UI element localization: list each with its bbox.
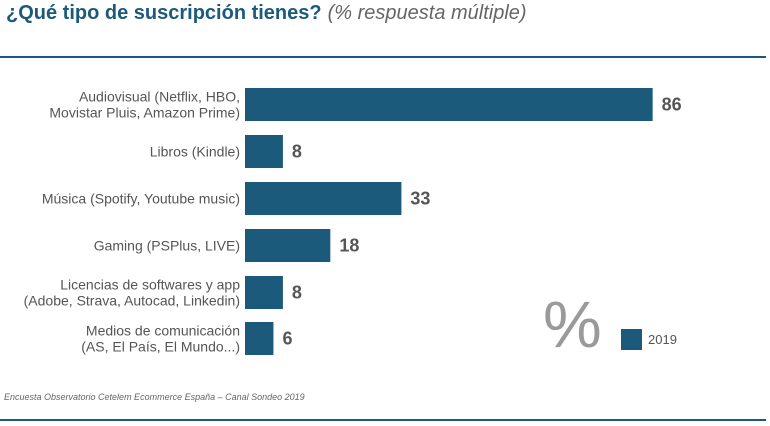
value-label-0: 86 <box>662 95 682 115</box>
bar-5 <box>245 322 274 355</box>
category-label-0: Audiovisual (Netflix, HBO, Movistar Pluis… <box>49 89 240 121</box>
category-label-3: Gaming (PSPlus, LIVE) <box>94 238 240 254</box>
chart-title: ¿Qué tipo de suscripción tienes? (% respu… <box>6 2 527 25</box>
bar-2 <box>245 182 402 215</box>
percent-symbol: % <box>543 287 602 361</box>
top-rule <box>0 56 766 58</box>
bar-1 <box>245 135 283 168</box>
value-label-4: 8 <box>292 283 302 303</box>
legend: 2019 <box>621 329 677 350</box>
bar-4 <box>245 276 283 309</box>
value-label-3: 18 <box>339 236 359 256</box>
legend-swatch <box>621 329 642 350</box>
value-label-1: 8 <box>292 142 302 162</box>
bar-0 <box>245 88 653 121</box>
bar-3 <box>245 229 331 262</box>
value-label-2: 33 <box>410 189 430 209</box>
title-main: ¿Qué tipo de suscripción tienes? <box>6 2 322 24</box>
bottom-rule <box>0 419 766 421</box>
category-label-2: Música (Spotify, Youtube music) <box>42 191 240 207</box>
category-label-5: Medios de comunicación (AS, El País, El M… <box>81 323 240 355</box>
category-label-4: Licencias de softwares y app (Adobe, Stra… <box>24 277 241 309</box>
title-subtitle: (% respuesta múltiple) <box>327 2 527 24</box>
value-label-5: 6 <box>282 329 292 349</box>
source-note: Encuesta Observatorio Cetelem Ecommerce … <box>4 392 305 402</box>
category-label-1: Libros (Kindle) <box>150 144 240 160</box>
legend-label: 2019 <box>648 332 677 347</box>
